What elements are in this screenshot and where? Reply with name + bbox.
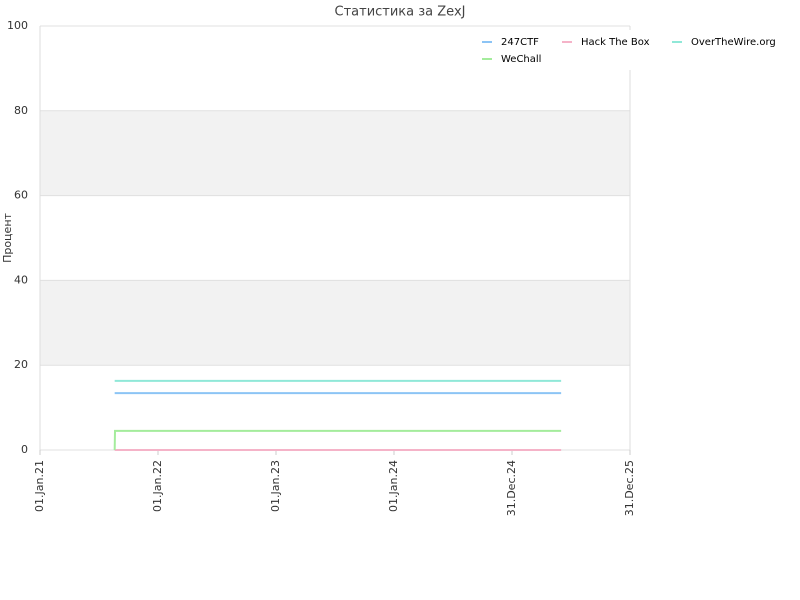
x-tick-label: 01.Jan.22 [151,460,164,512]
legend-label: Hack The Box [581,37,650,48]
legend-label: OverTheWire.org [691,37,776,48]
legend-box [470,30,795,70]
x-tick-label: 01.Jan.21 [33,460,46,512]
y-tick-label: 20 [14,358,28,371]
y-tick-label: 100 [7,19,28,32]
y-axis-label: Процент [1,212,14,262]
x-tick-label: 31.Dec.24 [505,460,518,516]
grid-band [40,280,630,366]
x-tick-label: 01.Jan.23 [269,460,282,512]
y-tick-label: 0 [21,443,28,456]
grid-band [40,110,630,196]
y-tick-label: 60 [14,189,28,202]
chart-title: Статистика за ZexJ [335,5,466,20]
y-tick-label: 40 [14,273,28,286]
legend-label: 247CTF [501,37,539,48]
x-tick-label: 31.Dec.25 [623,460,636,516]
y-tick-label: 80 [14,104,28,117]
series-line [113,429,562,451]
legend: 247CTF Hack The Box OverTheWire.org WeChall [470,30,795,70]
x-tick-label: 01.Jan.24 [387,460,400,512]
legend-label: WeChall [501,54,541,65]
